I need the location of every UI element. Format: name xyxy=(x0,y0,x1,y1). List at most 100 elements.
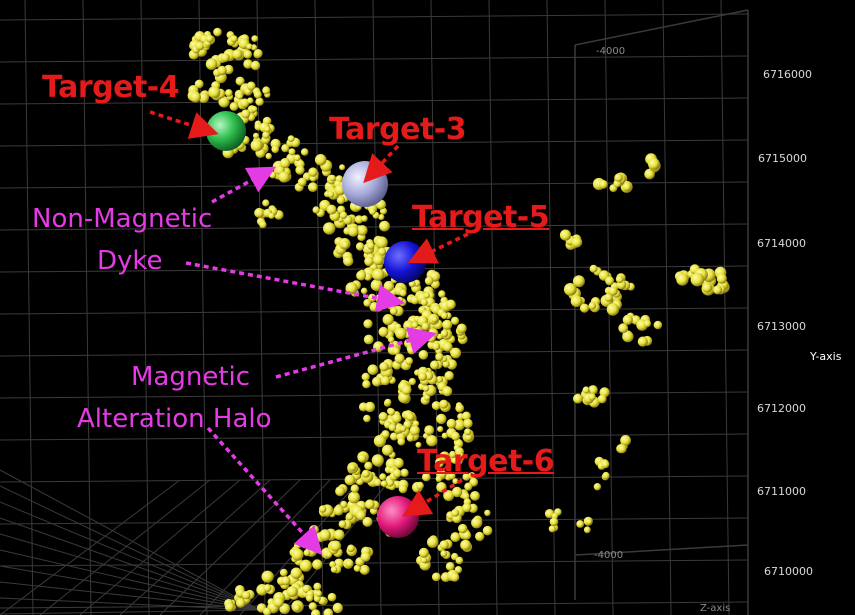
anomaly-point xyxy=(648,158,660,170)
anomaly-point xyxy=(251,35,259,42)
anomaly-point xyxy=(344,474,356,486)
anomaly-point xyxy=(339,164,346,171)
anomaly-point xyxy=(354,215,364,224)
anomaly-point xyxy=(380,480,388,487)
anomaly-point xyxy=(451,486,463,498)
anomaly-point xyxy=(218,96,230,108)
anomaly-point xyxy=(409,425,420,436)
anomaly-point xyxy=(399,425,407,432)
anomaly-point xyxy=(360,287,368,295)
anomaly-point xyxy=(294,154,301,161)
anomaly-point xyxy=(253,90,262,99)
anomaly-point xyxy=(571,236,583,248)
y-axis-name: Y-axis xyxy=(810,350,842,363)
anomaly-point xyxy=(363,334,374,345)
anomaly-point xyxy=(333,505,344,516)
anomaly-point xyxy=(451,509,460,517)
anomaly-point xyxy=(363,319,373,329)
anomaly-point xyxy=(435,352,444,361)
anomaly-point xyxy=(308,602,317,611)
anomaly-point xyxy=(250,139,263,152)
anomaly-point xyxy=(395,327,407,340)
anomaly-point xyxy=(236,93,243,100)
anomaly-point xyxy=(369,208,376,215)
anomaly-point xyxy=(345,559,354,568)
target-5-arrow xyxy=(407,232,469,264)
anomaly-point xyxy=(313,582,322,591)
anomaly-point xyxy=(418,547,429,558)
dyke-label-line1: Non-Magnetic xyxy=(32,204,213,234)
y-tick-6710000: 6710000 xyxy=(764,565,813,578)
anomaly-point xyxy=(253,49,263,58)
anomaly-point xyxy=(444,371,454,381)
anomaly-point xyxy=(405,357,413,365)
anomaly-point xyxy=(618,323,629,334)
anomaly-point xyxy=(269,171,277,179)
anomaly-point xyxy=(461,411,471,421)
anomaly-point xyxy=(217,65,227,76)
anomaly-point xyxy=(572,275,585,288)
anomaly-point xyxy=(446,418,457,429)
dyke-arrow-upper xyxy=(211,166,277,204)
anomaly-point xyxy=(372,254,384,266)
anomaly-point xyxy=(440,550,448,558)
anomaly-point xyxy=(247,97,254,104)
anomaly-point xyxy=(339,211,348,219)
anomaly-point xyxy=(442,360,450,368)
anomaly-point xyxy=(445,562,455,571)
anomaly-point xyxy=(418,350,429,360)
anomaly-point xyxy=(264,126,271,133)
anomaly-point xyxy=(347,544,355,553)
target-3-sphere xyxy=(342,161,388,207)
anomaly-point xyxy=(573,393,583,404)
anomaly-point xyxy=(438,290,446,298)
anomaly-point xyxy=(360,551,371,562)
anomaly-point xyxy=(445,299,456,310)
halo-arrow-lower xyxy=(206,426,323,556)
anomaly-point xyxy=(323,222,336,235)
target-5-sphere xyxy=(384,241,426,283)
depth-label-bottom: -4000 xyxy=(594,550,624,561)
anomaly-point xyxy=(293,604,301,612)
anomaly-point xyxy=(367,364,379,376)
y-tick-6714000: 6714000 xyxy=(757,237,806,250)
anomaly-point xyxy=(430,360,440,370)
anomaly-point xyxy=(549,517,559,527)
anomaly-point xyxy=(588,302,596,310)
anomaly-point xyxy=(195,41,205,51)
anomaly-point xyxy=(463,418,473,428)
anomaly-point xyxy=(602,471,610,480)
anomaly-point xyxy=(392,469,402,478)
anomaly-point-cloud xyxy=(187,27,730,615)
anomaly-point xyxy=(424,276,434,286)
anomaly-point xyxy=(243,59,253,69)
anomaly-point xyxy=(263,584,272,592)
anomaly-point xyxy=(375,304,383,312)
anomaly-point xyxy=(396,296,404,304)
anomaly-point xyxy=(416,481,424,490)
anomaly-point xyxy=(451,431,460,441)
anomaly-point xyxy=(422,385,430,392)
anomaly-point xyxy=(427,536,439,548)
anomaly-point xyxy=(194,79,204,89)
anomaly-point xyxy=(364,461,373,470)
anomaly-point xyxy=(397,437,406,446)
anomaly-point xyxy=(400,468,409,477)
anomaly-point xyxy=(243,50,253,59)
anomaly-point xyxy=(213,27,222,37)
anomaly-point xyxy=(235,76,245,86)
anomaly-point xyxy=(259,220,267,229)
anomaly-point xyxy=(386,478,395,487)
anomaly-point xyxy=(313,595,321,603)
anomaly-point xyxy=(398,484,408,494)
target-5-label: Target-5 xyxy=(412,200,550,235)
anomaly-point xyxy=(464,482,473,491)
z-axis-name: Z-axis xyxy=(700,603,731,614)
anomaly-point xyxy=(362,380,371,389)
y-tick-6715000: 6715000 xyxy=(758,152,807,165)
anomaly-point xyxy=(330,566,338,573)
anomaly-point xyxy=(241,109,251,119)
anomaly-point xyxy=(418,372,427,381)
anomaly-point xyxy=(426,435,438,447)
anomaly-point xyxy=(462,530,472,540)
